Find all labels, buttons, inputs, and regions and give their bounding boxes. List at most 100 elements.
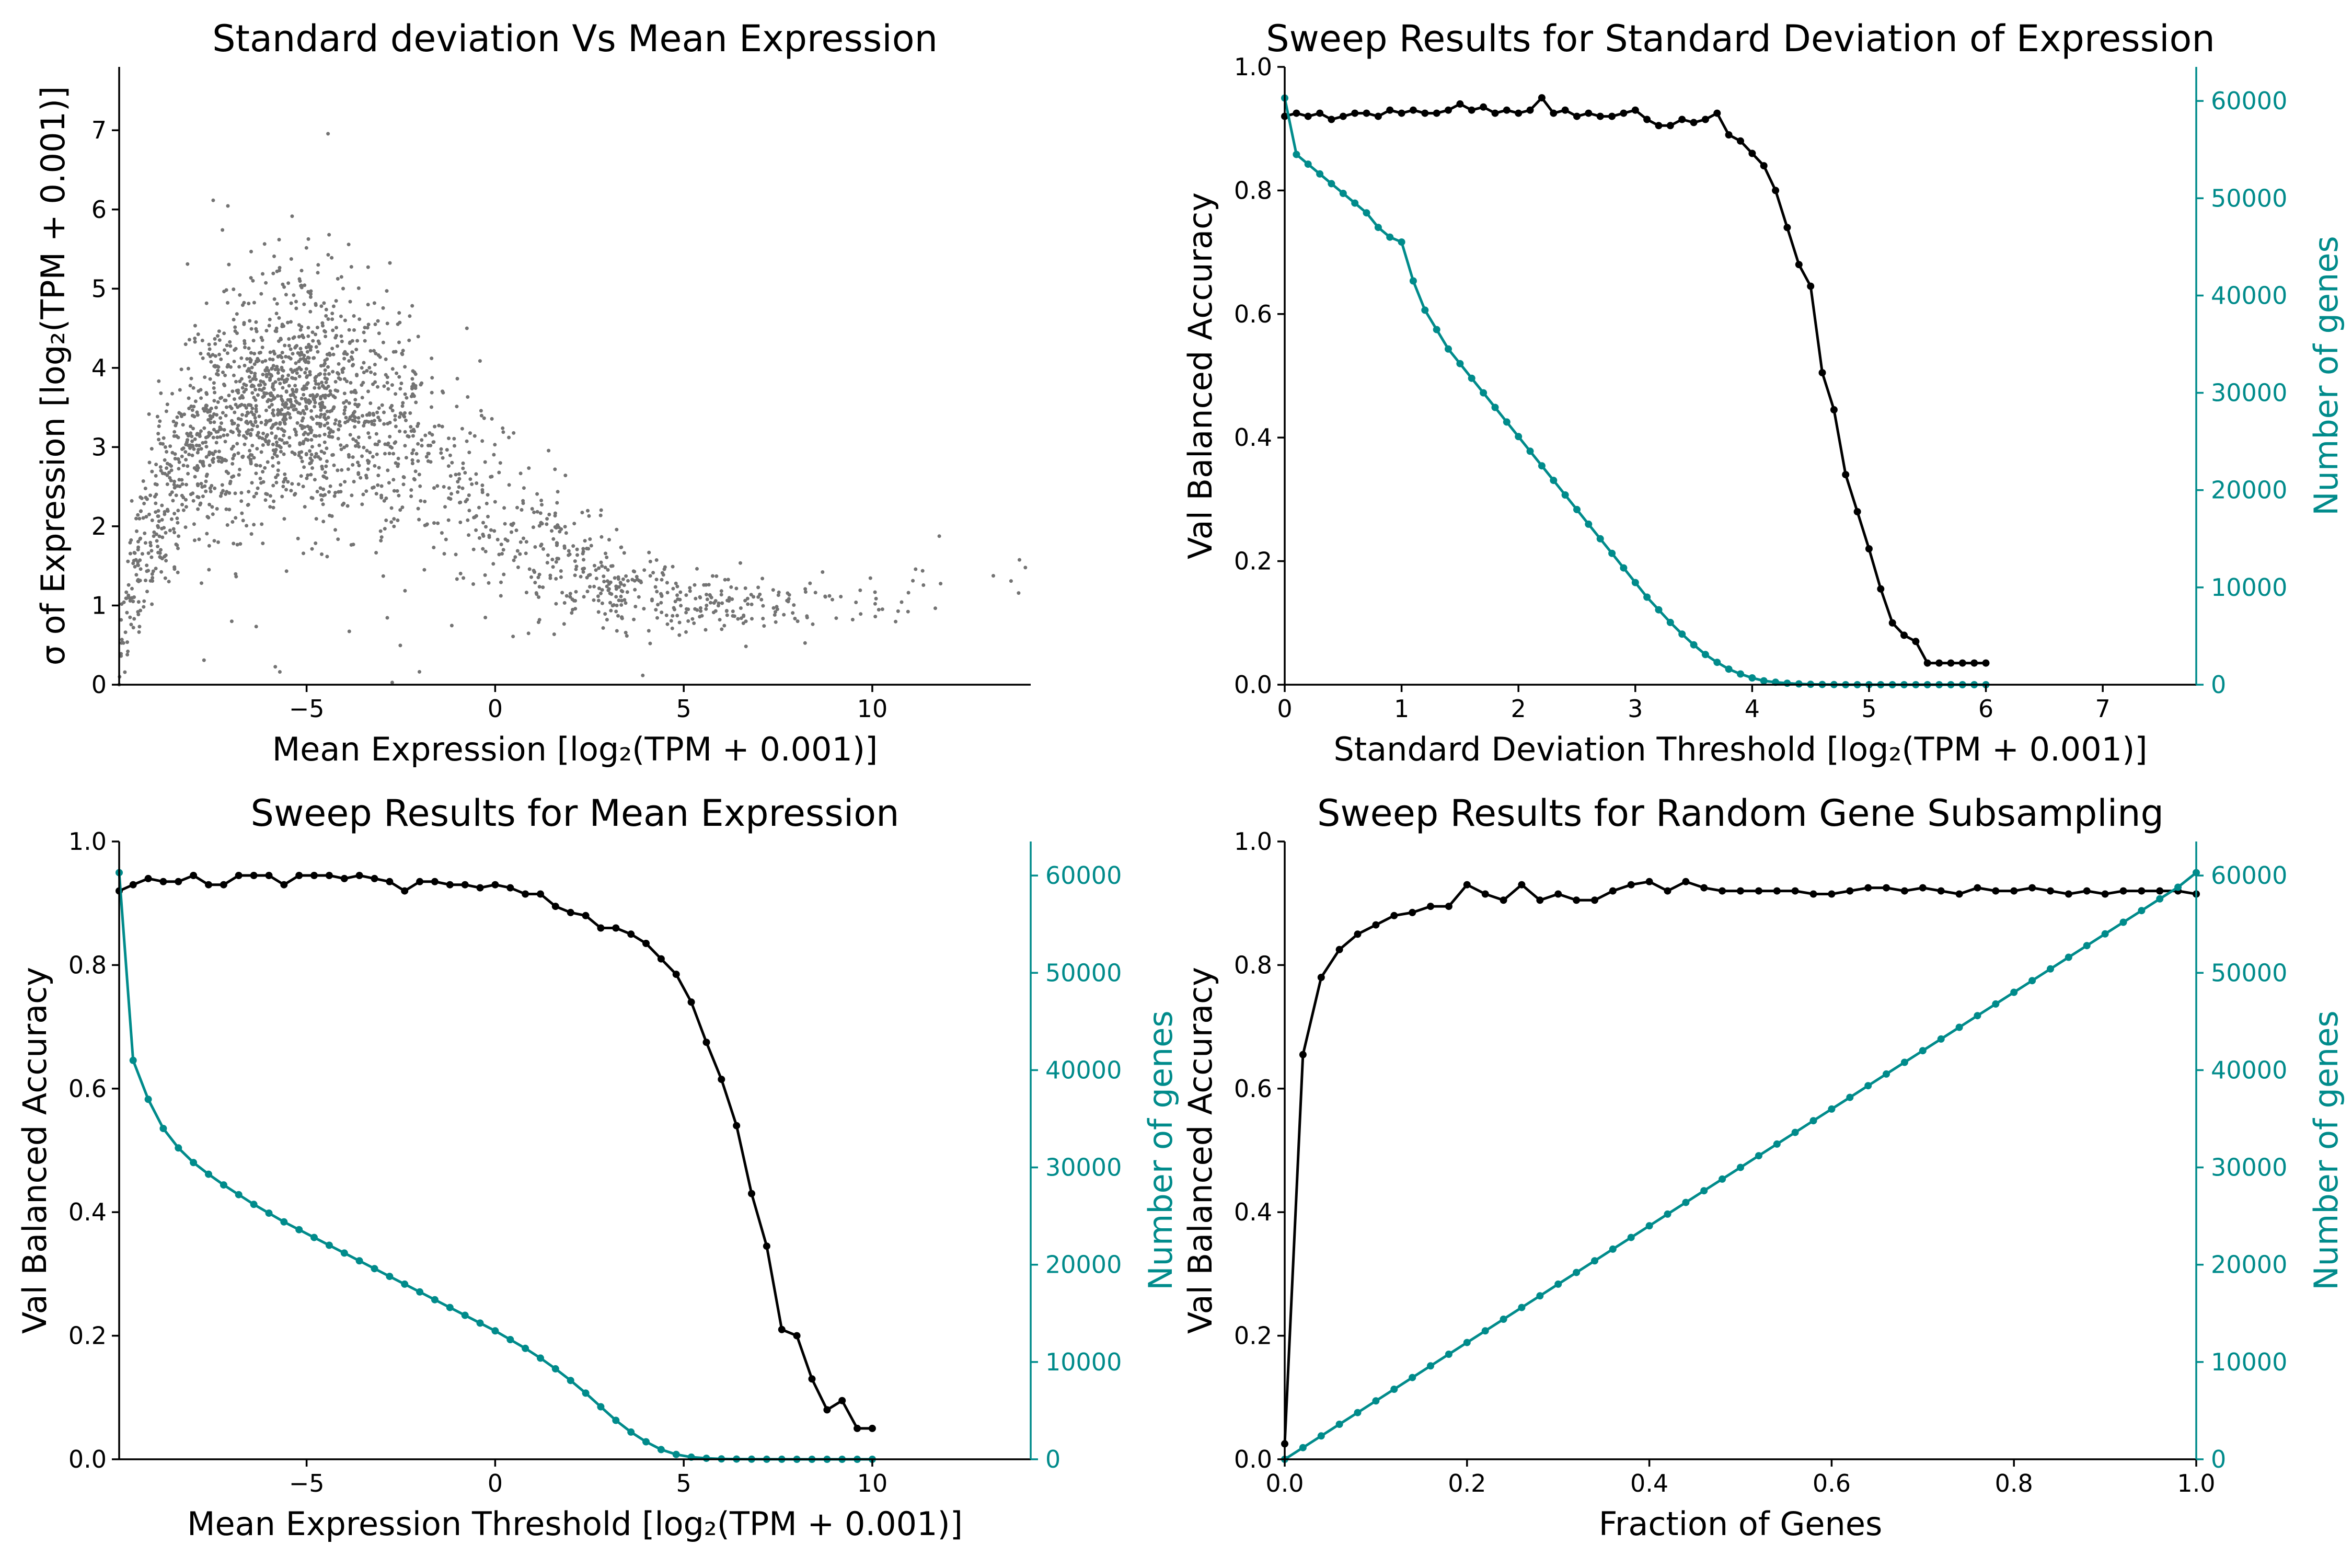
series-point: [1970, 659, 1978, 667]
series-point: [1409, 277, 1417, 285]
charts-root: Standard deviation Vs Mean Expression −5 0…: [16, 17, 2345, 1543]
series-point: [1690, 119, 1698, 126]
series-point: [2119, 918, 2127, 926]
series-point: [1883, 1070, 1890, 1078]
series-point: [567, 1377, 574, 1385]
series-point: [1773, 1140, 1781, 1148]
series-point: [431, 878, 439, 885]
series-point: [1737, 670, 1744, 678]
series-point: [1515, 109, 1523, 117]
series-point: [1700, 884, 1708, 892]
accuracy-series: [1281, 94, 1990, 667]
y-right-tick-label: 60000: [1045, 861, 1122, 890]
y-tick-label: 7: [91, 116, 107, 144]
series-point: [672, 1450, 680, 1458]
series-point: [1596, 535, 1604, 543]
series-point: [1299, 1051, 1307, 1058]
scatter-points: [117, 132, 1028, 687]
series-point: [537, 890, 544, 898]
series-point: [1421, 306, 1429, 314]
y-tick-label: 1: [91, 591, 107, 619]
series-point: [1503, 106, 1511, 114]
x-axis-label: Mean Expression Threshold [log₂(TPM + 0.…: [187, 1505, 963, 1543]
series-point: [1409, 908, 1416, 916]
series-point: [159, 878, 167, 885]
series-point: [295, 1226, 303, 1233]
series-point: [1900, 631, 1908, 639]
y-right-tick-label: 50000: [2211, 959, 2287, 987]
y-tick-label: 0: [91, 671, 107, 699]
y-tick-label: 0.8: [1234, 176, 1272, 204]
series-point: [1737, 137, 1744, 145]
series-point: [265, 872, 273, 879]
series-point: [1937, 887, 1945, 895]
series-point: [476, 884, 484, 892]
series-point: [1304, 160, 1312, 168]
series-point: [1591, 1257, 1598, 1265]
series-point: [1317, 1432, 1325, 1440]
y-tick-label: 0.2: [1234, 547, 1272, 575]
series-point: [1445, 345, 1452, 353]
series-point: [1627, 1233, 1635, 1241]
series-point: [1818, 369, 1826, 377]
x-tick-label: 0.8: [1995, 1469, 2033, 1497]
series-point: [1463, 881, 1471, 889]
y-axis-label: Val Balanced Accuracy: [16, 967, 54, 1334]
series-point: [205, 1170, 212, 1178]
y-axis-right-label: Number of genes: [2307, 236, 2345, 515]
series-point: [1865, 545, 1873, 552]
y-right-tick-label: 30000: [2211, 379, 2287, 407]
series-point: [1912, 638, 1920, 645]
x-tick-label: 1.0: [2177, 1469, 2215, 1497]
series-point: [2101, 930, 2109, 938]
chart-title: Sweep Results for Standard Deviation of …: [1266, 17, 2215, 60]
chart-title: Sweep Results for Mean Expression: [251, 792, 900, 835]
series-point: [2083, 887, 2091, 895]
series-point: [1864, 884, 1872, 892]
series-point: [1518, 1304, 1526, 1311]
series-point: [2138, 887, 2146, 895]
series-point: [1363, 209, 1370, 217]
series-point: [1807, 282, 1815, 290]
series-point: [1737, 887, 1744, 895]
series-point: [718, 1076, 725, 1083]
series-point: [2156, 895, 2164, 903]
series-point: [1372, 1397, 1380, 1405]
y-right-tick-label: 60000: [2211, 861, 2287, 890]
series-point: [175, 878, 182, 885]
series-point: [597, 924, 605, 932]
series-point: [1846, 1093, 1854, 1101]
series-point: [1374, 224, 1382, 232]
y-tick-label: 0.8: [68, 951, 107, 979]
series-point: [310, 872, 318, 879]
series-point: [1937, 1035, 1945, 1043]
series-point: [1974, 1012, 1981, 1020]
series-point: [386, 878, 394, 885]
y-tick-label: 3: [91, 433, 107, 461]
series-point: [1445, 903, 1452, 910]
y-tick-label: 5: [91, 274, 107, 303]
series-point: [1468, 106, 1475, 114]
series-point: [416, 1288, 424, 1296]
series-point: [702, 1039, 710, 1046]
y-right-tick-label: 30000: [2211, 1154, 2287, 1182]
series-point: [144, 874, 152, 882]
series-point: [1293, 109, 1300, 117]
series-point: [190, 872, 198, 879]
series-point: [220, 881, 227, 889]
series-point: [2174, 883, 2182, 891]
series-point: [1655, 606, 1663, 614]
y-right-tick-label: 30000: [1045, 1154, 1122, 1182]
series-point: [551, 1365, 559, 1373]
series-point: [2065, 890, 2072, 898]
series-point: [522, 1344, 529, 1352]
series-point: [733, 1122, 741, 1129]
series-point: [1701, 651, 1709, 659]
genes-series: [1281, 869, 2200, 1463]
series-point: [1664, 887, 1671, 895]
series-point: [1682, 878, 1690, 885]
x-tick-label: 1: [1394, 695, 1409, 723]
series-point: [1620, 564, 1628, 572]
y-right-tick-label: 10000: [2211, 1348, 2287, 1376]
y-tick-label: 0.6: [1234, 300, 1272, 328]
